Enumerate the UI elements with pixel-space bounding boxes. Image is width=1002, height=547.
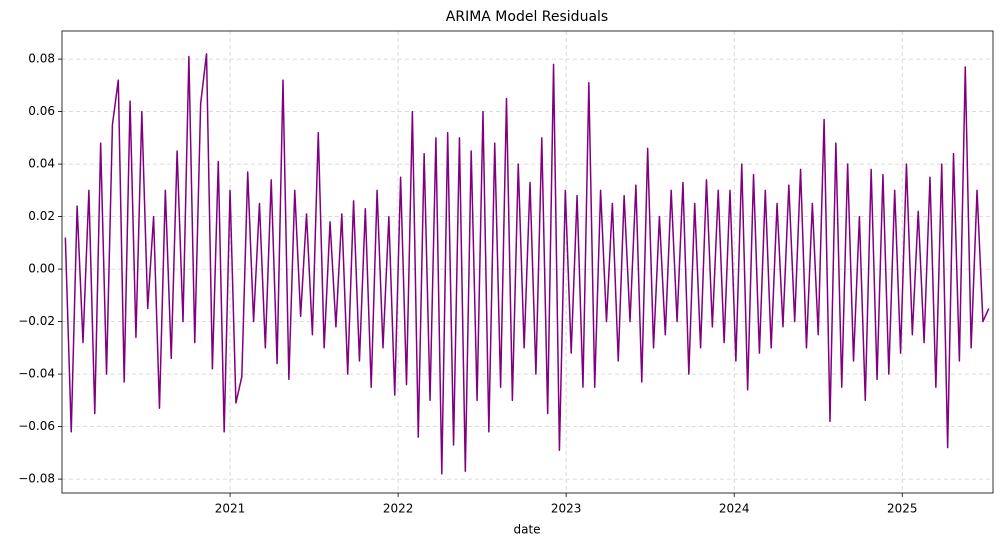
- y-tick-label: 0.02: [28, 209, 55, 223]
- y-tick-label: −0.06: [18, 419, 55, 433]
- residual-line: [64, 53, 990, 475]
- x-tick-label: 2023: [551, 502, 582, 516]
- x-axis-label: date: [513, 523, 540, 537]
- x-tick-label: 2021: [215, 502, 246, 516]
- x-tick-label: 2024: [719, 502, 750, 516]
- x-tick-label: 2022: [383, 502, 414, 516]
- y-tick-label: −0.08: [18, 472, 55, 486]
- plot-frame: [61, 30, 994, 494]
- y-tick-label: −0.04: [18, 367, 55, 381]
- y-tick-label: 0.00: [28, 262, 55, 276]
- y-tick-label: 0.04: [28, 157, 55, 171]
- x-tick-label: 2025: [887, 502, 918, 516]
- y-tick-label: −0.02: [18, 314, 55, 328]
- y-tick-label: 0.08: [28, 52, 55, 66]
- y-tick-label: 0.06: [28, 104, 55, 118]
- chart-title: ARIMA Model Residuals: [446, 9, 608, 25]
